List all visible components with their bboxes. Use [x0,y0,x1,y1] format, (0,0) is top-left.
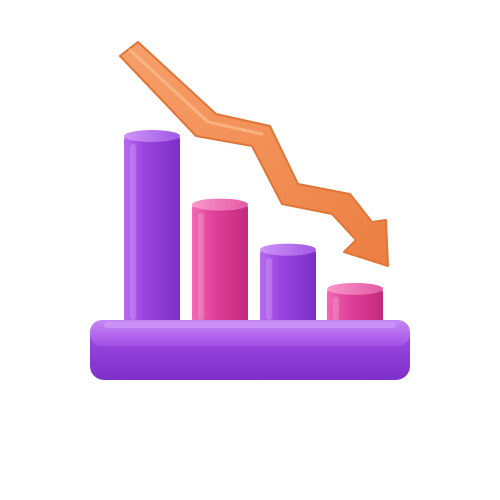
bar-4 [327,282,383,330]
bars-group [124,130,383,330]
chart-base-platform [90,320,410,380]
bar-2 [192,198,248,330]
down-trend-arrow-icon [119,41,389,267]
bar-3 [260,243,316,330]
bar-1 [124,130,180,330]
